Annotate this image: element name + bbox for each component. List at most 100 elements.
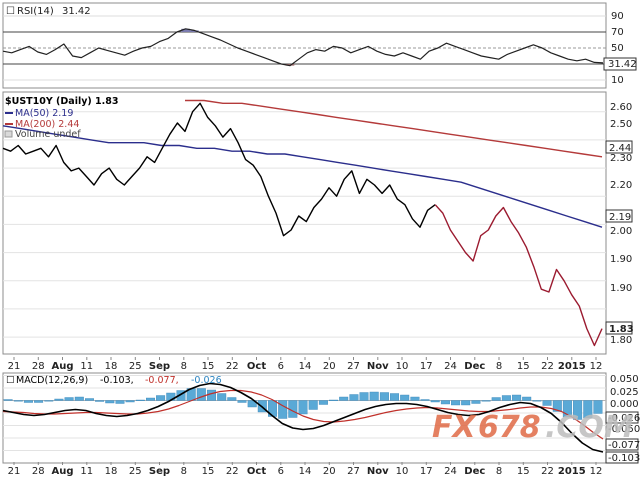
macd-histogram-bar: [522, 396, 532, 401]
macd-histogram-bar: [13, 400, 23, 402]
macd-histogram-bar: [379, 392, 389, 401]
macd-histogram-bar: [491, 397, 501, 401]
watermark-com: .COM: [545, 410, 634, 445]
macd-plot: [2, 382, 604, 453]
macd-line-last-value: -0.103: [608, 453, 640, 464]
macd-histogram-bar: [23, 400, 33, 403]
x-tick-label: 10: [396, 466, 409, 477]
macd-histogram-bar: [278, 400, 288, 419]
macd-histogram-bar: [451, 400, 461, 406]
macd-histogram-bar: [532, 400, 542, 402]
macd-tick-label: 0.050: [610, 374, 639, 385]
x-tick-label: 11: [80, 361, 93, 372]
rsi-title-label: RSI(14): [17, 6, 54, 17]
x-tick-label: 15: [202, 466, 215, 477]
legend-ma50: MA(50) 2.19: [15, 108, 73, 119]
rsi-plot: [2, 28, 604, 67]
price-tick-label: 2.50: [610, 119, 632, 130]
x-tick-label: 27: [347, 361, 360, 372]
rsi-tick-label: 10: [611, 75, 624, 86]
x-tick-label: 15: [202, 361, 215, 372]
price-tick-label: 1.80: [610, 335, 632, 346]
macd-panel: ☐ MACD(12,26,9) -0.103, -0.077, -0.026 0…: [2, 372, 640, 464]
x-tick-label: 22: [541, 361, 554, 372]
macd-legend-label: MACD(12,26,9): [16, 375, 88, 386]
x-tick-label: Aug: [51, 466, 73, 477]
x-tick-label: 25: [129, 361, 142, 372]
macd-checkbox-icon[interactable]: ☐: [6, 375, 15, 386]
legend-ma200: MA(200) 2.44: [15, 119, 79, 130]
rsi-title-value: 31.42: [62, 6, 91, 17]
x-tick-label: 21: [8, 361, 21, 372]
x-tick-label: 22: [226, 361, 239, 372]
x-tick-label: 21: [8, 466, 21, 477]
macd-histogram-bar: [339, 396, 349, 401]
x-tick-label: 24: [444, 466, 457, 477]
macd-tick-label: 0.000: [610, 399, 639, 410]
macd-histogram-bar: [318, 400, 328, 405]
macd-histogram-bar: [145, 397, 155, 401]
x-tick-label: Sep: [149, 361, 170, 372]
price-tick-label: 1.90: [610, 283, 632, 294]
macd-histogram-bar: [501, 395, 511, 401]
x-tick-label: 24: [444, 361, 457, 372]
x-tick-label: 22: [541, 466, 554, 477]
price-line: [2, 102, 436, 237]
x-tick-label: 27: [347, 466, 360, 477]
macd-histogram-bar: [156, 395, 166, 401]
legend-symbol: $UST10Y (Daily) 1.83: [5, 96, 119, 107]
x-tick-label: Dec: [464, 361, 485, 372]
macd-histogram-bar: [512, 394, 522, 401]
macd-histogram-bar: [349, 394, 359, 401]
x-tick-label: 17: [420, 466, 433, 477]
price-panel: $UST10Y (Daily) 1.83 MA(50) 2.19 MA(200)…: [2, 91, 634, 355]
ma200-last-value: 2.44: [609, 143, 631, 154]
macd-histogram-bar: [64, 397, 74, 401]
price-line-recent: [434, 204, 603, 347]
rsi-last-value: 31.42: [608, 59, 637, 70]
rsi-oversold-fill: [285, 64, 295, 66]
macd-histogram-bar: [196, 388, 206, 401]
ma200-line: [185, 99, 603, 158]
macd-histogram-bar: [542, 400, 552, 406]
macd-histogram-bar: [125, 400, 135, 403]
macd-histogram-bar: [105, 400, 115, 404]
macd-histogram-bar: [329, 399, 339, 402]
x-tick-label: 25: [129, 466, 142, 477]
macd-histogram-bar: [206, 389, 216, 401]
x-tick-label: 8: [181, 466, 187, 477]
macd-histogram-bar: [440, 400, 450, 405]
x-tick-label: Oct: [247, 466, 266, 477]
x-axis-bottom: 21 28 Aug 11 18 25 Sep 8 15 22 Oct 6 14 20 27 Nov 10 17 24…: [8, 462, 602, 477]
x-tick-label: 8: [496, 466, 502, 477]
rsi-tick-label: 70: [611, 27, 624, 38]
rsi-last-value-box: [603, 57, 637, 71]
x-tick-label: 22: [226, 466, 239, 477]
macd-tick-label: -0.050: [608, 424, 640, 435]
x-tick-label: Sep: [149, 466, 170, 477]
price-tick-label: 1.90: [610, 254, 632, 265]
macd-line-last-box: [605, 451, 639, 464]
x-tick-label: Nov: [367, 361, 389, 372]
price-last-value: 1.83: [609, 324, 634, 335]
rsi-checkbox-icon[interactable]: ☐: [6, 6, 15, 17]
macd-histogram-bar: [593, 400, 603, 414]
macd-histogram-bar: [583, 400, 593, 419]
ma50-last-box: [605, 209, 633, 223]
rsi-overbought-fill: [190, 30, 199, 32]
macd-histogram-bar: [552, 400, 562, 412]
macd-line: [2, 382, 604, 453]
macd-histogram-bar: [176, 390, 186, 401]
macd-histogram-bar: [369, 391, 379, 401]
rsi-tick-label: 50: [611, 43, 624, 54]
macd-histogram-bar: [237, 400, 247, 403]
x-axis-middle: 21 28 Aug 11 18 25 Sep 8 15 22 Oct 6 14 20 27 Nov 10 17 24…: [8, 357, 603, 372]
x-tick-label: 12: [590, 361, 603, 372]
x-tick-label: 10: [396, 361, 409, 372]
rsi-overbought-fill: [181, 28, 190, 32]
rsi-panel: ☐ RSI(14) 31.42 90 70 50 10 31.42: [2, 2, 637, 89]
macd-histogram-bar: [54, 398, 64, 401]
macd-histogram-bar: [562, 400, 572, 418]
